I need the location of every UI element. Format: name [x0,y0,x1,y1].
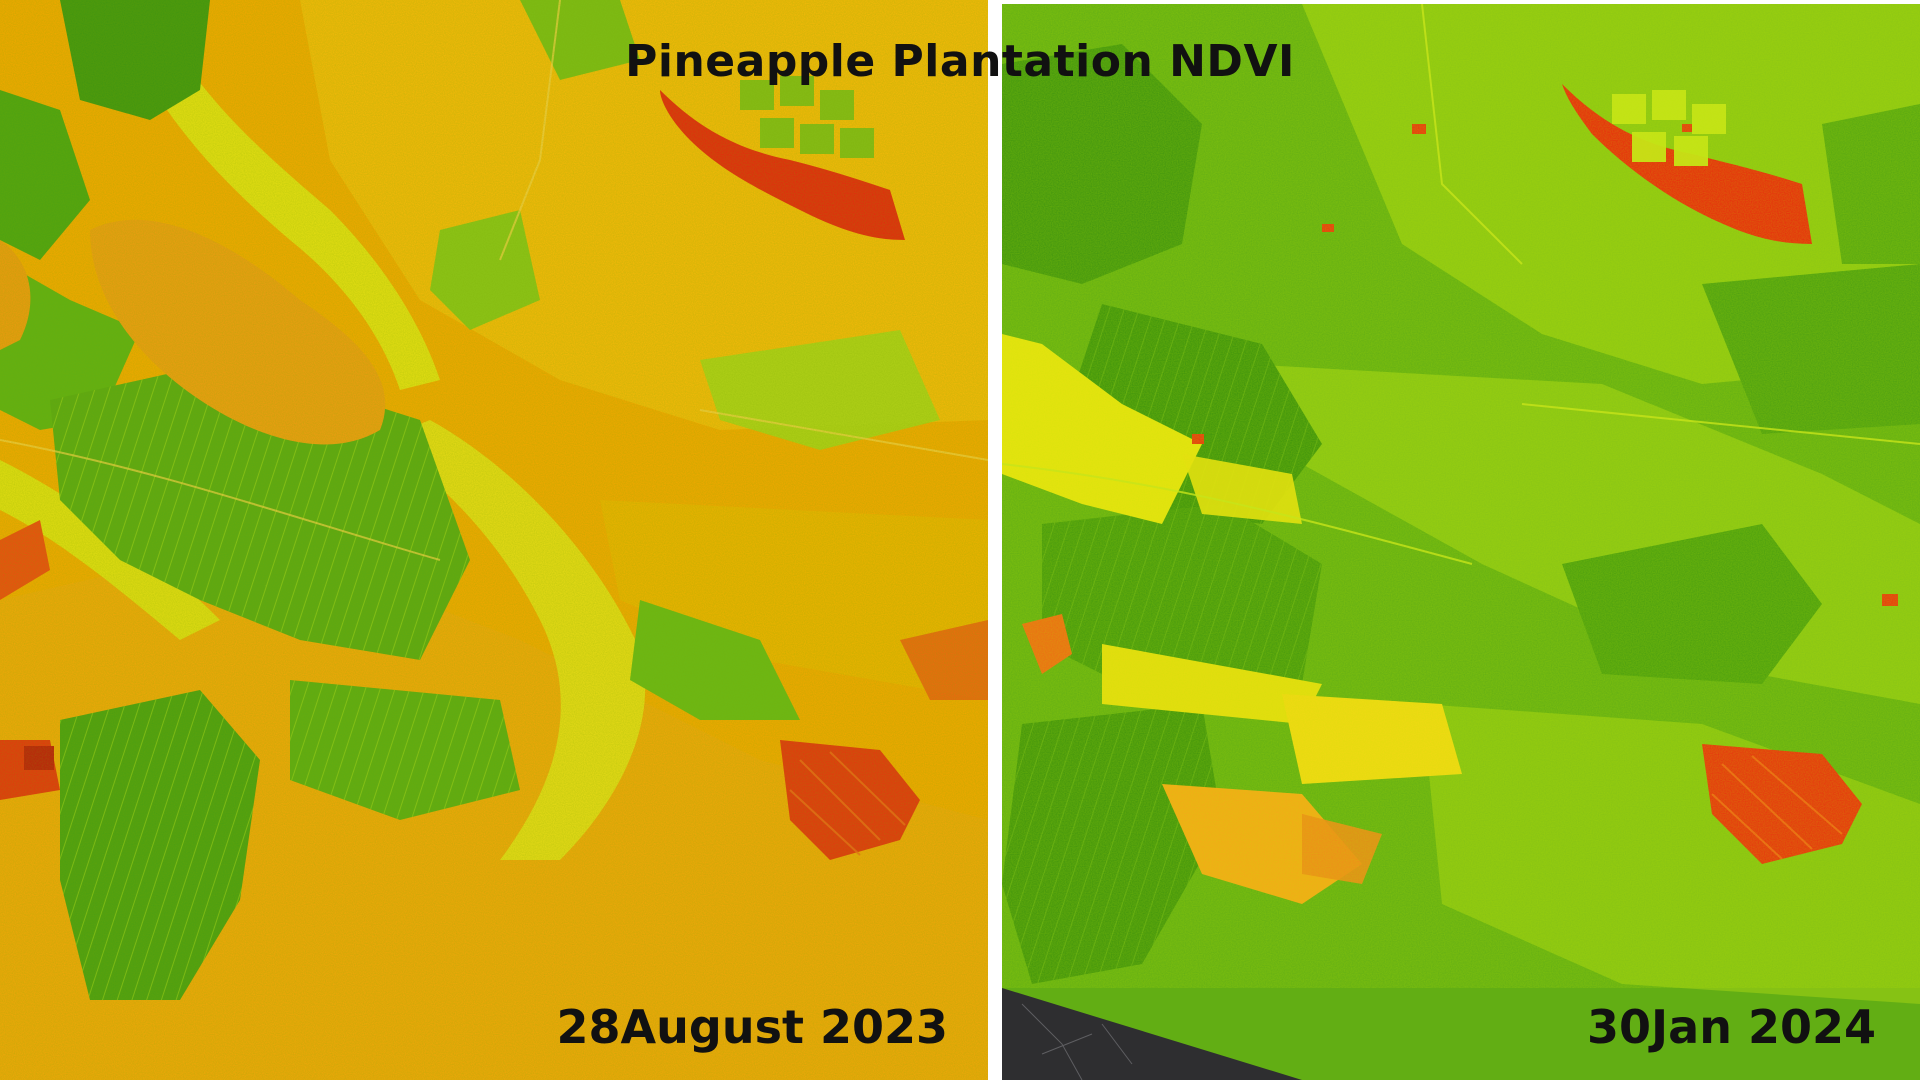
ndvi-raster-left [0,0,988,1080]
date-label-left: 28August 2023 [556,1000,948,1054]
map-title: Pineapple Plantation NDVI [625,36,1295,87]
ndvi-raster-right [1002,4,1920,1080]
ndvi-map-august-2023 [0,0,988,1080]
date-label-right: 30Jan 2024 [1587,1000,1876,1054]
ndvi-map-january-2024 [1002,4,1920,1080]
